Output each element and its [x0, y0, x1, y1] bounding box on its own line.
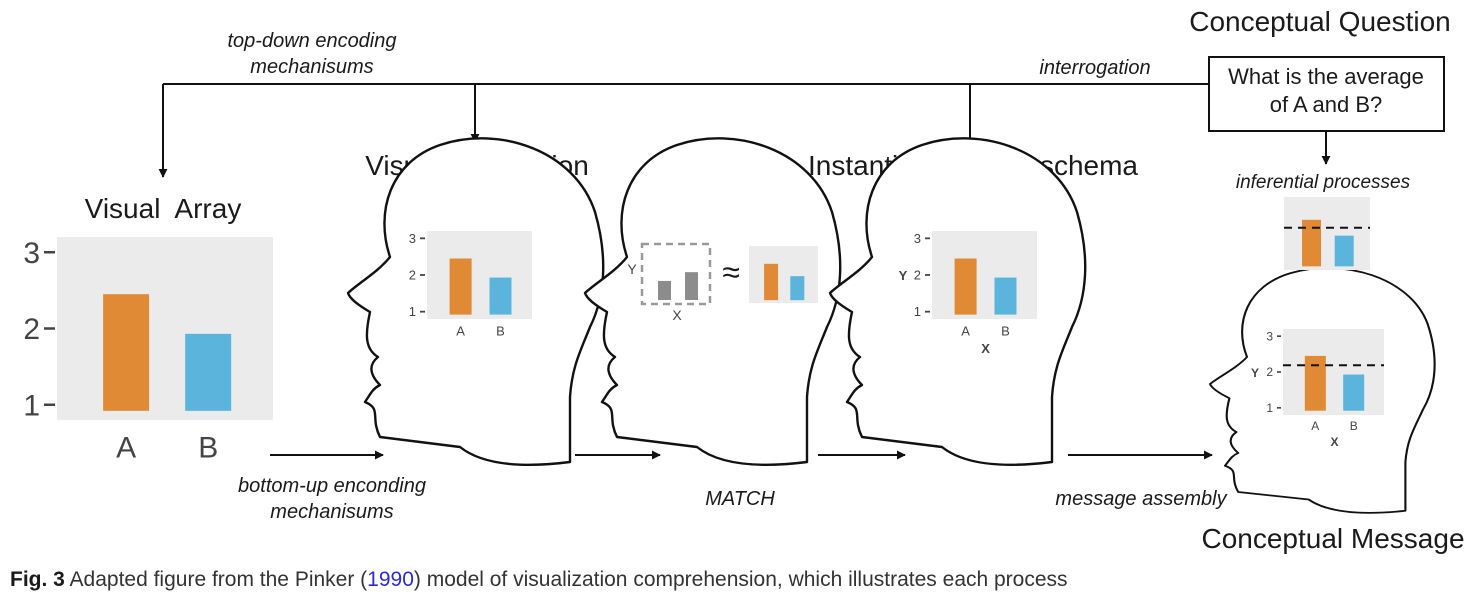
y-axis-label: Y [899, 268, 908, 283]
chart-background [1284, 197, 1370, 270]
x-axis-label: X [981, 341, 990, 356]
question-box [1208, 56, 1445, 132]
x-tick-label: A [116, 432, 136, 465]
message-assembly-label: message assembly [1055, 488, 1227, 510]
visual-array-chart: 1 2 3 A B [23, 237, 273, 465]
x-tick-label: B [198, 432, 218, 465]
top-down-label-line1: top-down encoding [227, 30, 396, 52]
y-tick-label: 2 [914, 268, 921, 283]
visual-array-title: Visual Array [85, 193, 242, 224]
y-tick-label: 1 [409, 304, 416, 319]
bar-B [994, 277, 1017, 315]
x-tick-label: A [961, 323, 970, 338]
caption-text-before: Adapted figure from the Pinker ( [64, 568, 368, 591]
y-tick-label: 3 [23, 237, 40, 270]
match-target-chart [749, 246, 818, 303]
bar-B [1343, 374, 1365, 411]
inferential-chart [1284, 197, 1370, 270]
chart-background [932, 231, 1037, 319]
bar-A [1304, 355, 1326, 411]
approx-symbol: ≈ [722, 254, 740, 290]
inferential-label: inferential processes [1236, 172, 1411, 193]
y-tick-label: 1 [23, 389, 40, 422]
bar-B [489, 277, 512, 315]
question-text-line2: of A and B? [1270, 92, 1383, 117]
caption-fig-label: Fig. 3 [10, 568, 65, 591]
bottom-up-label-line2: mechanisums [270, 501, 393, 523]
match-label: MATCH [705, 488, 775, 510]
y-tick-label: 2 [409, 268, 416, 283]
schema-dashed-box [640, 242, 712, 306]
chart-background [57, 237, 273, 420]
bar-A [103, 294, 150, 411]
y-tick-label: 3 [1266, 329, 1273, 343]
x-tick-label: A [456, 323, 465, 338]
x-tick-label: B [496, 323, 505, 338]
y-tick-label: 2 [23, 313, 40, 346]
x-tick-label: A [1311, 419, 1319, 433]
y-tick-label: 2 [1266, 365, 1273, 379]
y-tick-label: 1 [1266, 401, 1273, 415]
chart-background [427, 231, 532, 319]
x-tick-label: B [1001, 323, 1010, 338]
x-axis-label: X [1331, 435, 1339, 449]
x-tick-label: B [1350, 419, 1358, 433]
bar-A [954, 258, 977, 315]
bar-A [1302, 219, 1322, 267]
bar-A [449, 258, 472, 315]
figure-caption: Fig. 3 Adapted figure from the Pinker (1… [10, 568, 1068, 592]
bar-B [790, 276, 805, 301]
y-axis-label: Y [1251, 366, 1259, 380]
schema-y-label: Y [627, 261, 637, 277]
chart-background [749, 246, 818, 303]
conceptual-message-title: Conceptual Message [1201, 523, 1464, 554]
instantiated-schema-chart: 1 2 3 A B Y X [899, 231, 1037, 356]
y-tick-label: 3 [409, 231, 416, 246]
bar-A [764, 263, 779, 301]
match-schema: Y X ≈ [627, 242, 740, 323]
schema-bar-1 [658, 280, 671, 300]
bar-B [185, 333, 232, 411]
visual-description-chart: 1 2 3 A B [409, 231, 532, 338]
chart-background [1283, 329, 1384, 415]
interrogation-label: interrogation [1039, 57, 1150, 79]
top-down-label-line2: mechanisums [250, 56, 373, 78]
question-text-line1: What is the average [1228, 64, 1424, 89]
schema-x-label: X [672, 307, 682, 323]
caption-text-after: ) model of visualization comprehension, … [413, 568, 1068, 591]
conceptual-message-chart: 1 2 3 A B Y X [1251, 329, 1384, 449]
bottom-up-label-line1: bottom-up enconding [238, 475, 426, 497]
caption-citation-link[interactable]: 1990 [367, 568, 414, 591]
bar-B [1334, 235, 1354, 267]
schema-bar-2 [685, 272, 698, 300]
y-tick-label: 1 [914, 304, 921, 319]
y-tick-label: 3 [914, 231, 921, 246]
conceptual-question-title: Conceptual Question [1189, 6, 1451, 37]
